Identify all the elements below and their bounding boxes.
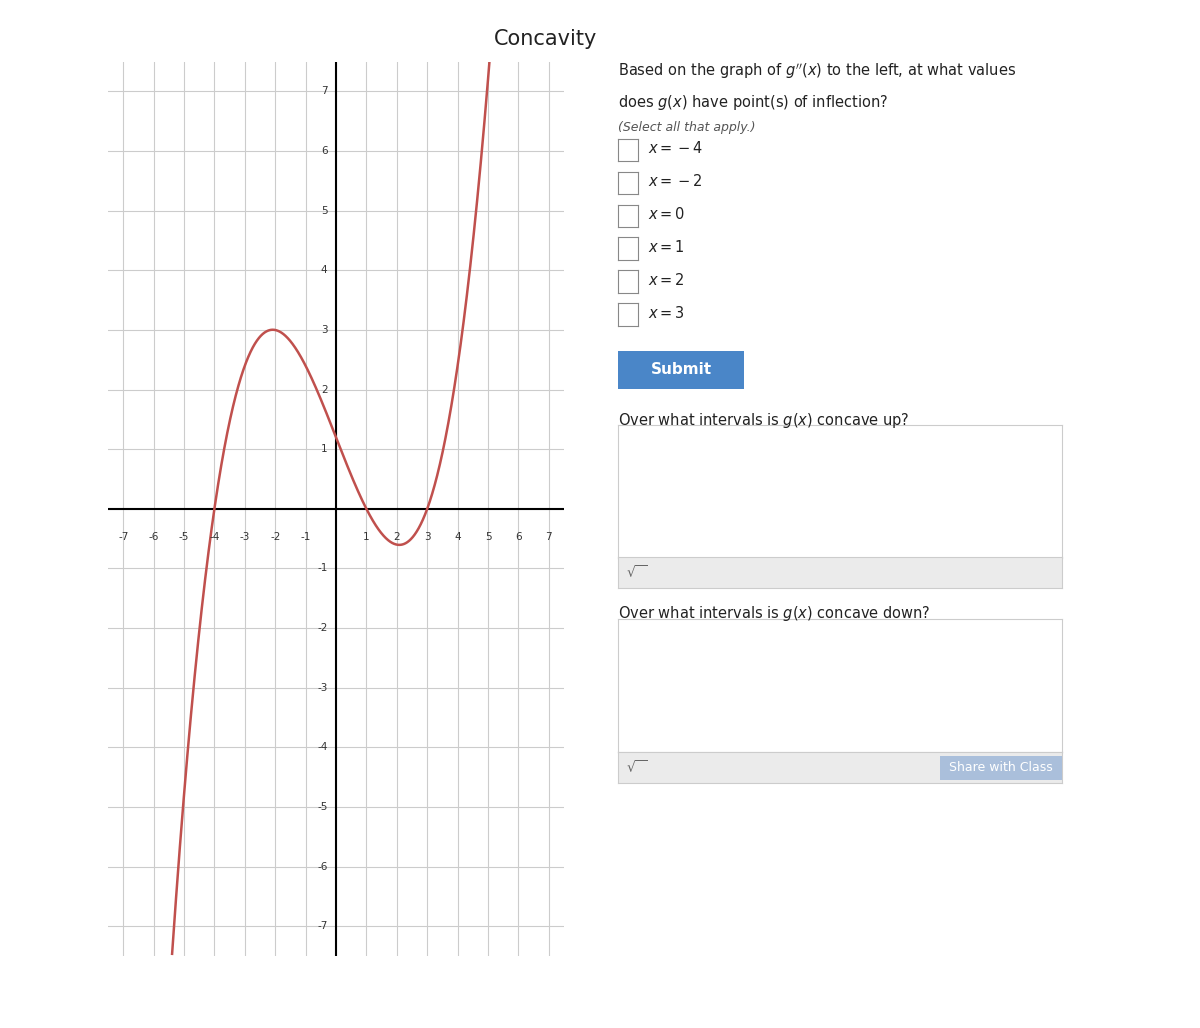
Text: 1: 1 [364,531,370,542]
Text: 5: 5 [320,206,328,216]
Text: 6: 6 [515,531,522,542]
Text: -7: -7 [118,531,128,542]
Text: $x = 1$: $x = 1$ [648,238,685,255]
Text: 1: 1 [320,444,328,454]
Text: $\sqrt{\,\,\,}$: $\sqrt{\,\,\,}$ [626,564,647,581]
Text: 4: 4 [320,265,328,276]
Text: -7: -7 [317,921,328,931]
Text: -1: -1 [300,531,311,542]
Text: Over what intervals is $g(x)$ concave up?: Over what intervals is $g(x)$ concave up… [618,411,910,430]
Text: 7: 7 [546,531,552,542]
Text: (Select all that apply.): (Select all that apply.) [618,121,756,135]
Text: 4: 4 [455,531,461,542]
Text: -3: -3 [317,683,328,693]
Text: -3: -3 [240,531,250,542]
Text: $x = 0$: $x = 0$ [648,206,685,222]
Text: 2: 2 [320,384,328,395]
Text: -4: -4 [209,531,220,542]
Text: 6: 6 [320,146,328,156]
Text: 3: 3 [424,531,431,542]
Text: Share with Class: Share with Class [949,762,1052,774]
Text: -4: -4 [317,742,328,752]
Text: -2: -2 [270,531,281,542]
Text: 7: 7 [320,86,328,97]
Text: -6: -6 [149,531,158,542]
Text: $x = -4$: $x = -4$ [648,140,703,156]
Text: 2: 2 [394,531,400,542]
Text: -6: -6 [317,861,328,872]
Text: Based on the graph of $g''(x)$ to the left, at what values: Based on the graph of $g''(x)$ to the le… [618,62,1016,81]
Text: -5: -5 [179,531,190,542]
Text: 5: 5 [485,531,491,542]
Text: -1: -1 [317,563,328,574]
Text: 3: 3 [320,325,328,335]
Text: $x = -2$: $x = -2$ [648,173,703,189]
Text: does $g(x)$ have point(s) of inflection?: does $g(x)$ have point(s) of inflection? [618,93,888,111]
Text: Concavity: Concavity [494,29,598,48]
Text: $x = 3$: $x = 3$ [648,304,685,321]
Text: Over what intervals is $g(x)$ concave down?: Over what intervals is $g(x)$ concave do… [618,604,930,623]
Text: $\sqrt{\,\,\,}$: $\sqrt{\,\,\,}$ [626,760,647,776]
Text: -5: -5 [317,802,328,812]
Text: Submit: Submit [650,362,712,377]
Text: -2: -2 [317,623,328,633]
Text: $x = 2$: $x = 2$ [648,271,685,288]
